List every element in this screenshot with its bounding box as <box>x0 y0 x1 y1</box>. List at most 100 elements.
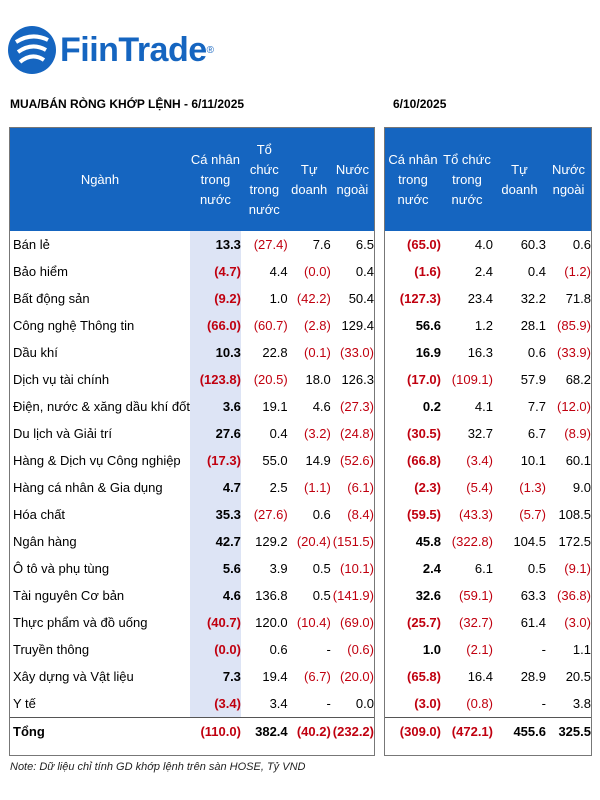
institution-cell: 3.4 <box>269 696 288 711</box>
table-panel-previous: Cá nhân trong nước Tổ chức trong nước Tự… <box>384 127 592 756</box>
proprietary-cell: - <box>541 696 546 711</box>
foreign-cell: (9.1) <box>564 561 591 576</box>
institution-cell: 1.2 <box>474 318 493 333</box>
individual-cell: (1.6) <box>414 264 441 279</box>
header-row: Cá nhân trong nước Tổ chức trong nước Tự… <box>385 128 591 231</box>
institution-cell: (472.1) <box>441 717 493 744</box>
table-row: 16.9 16.3 0.6 (33.9) <box>385 339 591 366</box>
institution-cell: 120.0 <box>255 615 288 630</box>
foreign-cell: 172.5 <box>558 534 591 549</box>
foreign-cell: (20.0) <box>340 669 374 684</box>
individual-cell: (65.8) <box>407 669 441 684</box>
individual-cell: (17.0) <box>407 372 441 387</box>
individual-cell: 32.6 <box>415 588 441 603</box>
institution-cell: (27.6) <box>253 507 288 522</box>
table-row: Du lịch và Giải trí 27.6 0.4 (3.2) (24.8) <box>10 420 374 447</box>
proprietary-cell: 28.9 <box>520 669 546 684</box>
sector-name: Tổng <box>10 717 190 744</box>
header-individual: Cá nhân trong nước <box>385 128 441 231</box>
institution-cell: 4.0 <box>474 237 493 252</box>
individual-cell: (25.7) <box>407 615 441 630</box>
institution-cell: 129.2 <box>255 534 288 549</box>
individual-cell: 16.9 <box>415 345 441 360</box>
proprietary-cell: 0.5 <box>527 561 546 576</box>
proprietary-cell: 10.1 <box>520 453 546 468</box>
individual-cell: (9.2) <box>189 285 241 312</box>
individual-cell: 45.8 <box>415 534 441 549</box>
logo-globe-icon <box>8 26 56 74</box>
foreign-cell: 0.6 <box>572 237 591 252</box>
individual-cell: (127.3) <box>399 291 441 306</box>
proprietary-cell: 28.1 <box>520 318 546 333</box>
header-sector: Ngành <box>10 128 190 231</box>
sector-name: Hàng cá nhân & Gia dụng <box>13 480 163 495</box>
sector-name: Ô tô và phụ tùng <box>13 561 110 576</box>
sector-name: Công nghệ Thông tin <box>13 318 135 333</box>
table-row: Hàng cá nhân & Gia dụng 4.7 2.5 (1.1) (6.1) <box>10 474 374 501</box>
table-row: (65.8) 16.4 28.9 20.5 <box>385 663 591 690</box>
institution-cell: (2.1) <box>466 642 493 657</box>
proprietary-cell: (6.7) <box>304 669 331 684</box>
table-row: (1.6) 2.4 0.4 (1.2) <box>385 258 591 285</box>
institution-cell: 0.6 <box>269 642 288 657</box>
institution-cell: (0.8) <box>466 696 493 711</box>
proprietary-cell: (42.2) <box>296 291 331 306</box>
foreign-cell: 20.5 <box>565 669 591 684</box>
institution-cell: 136.8 <box>255 588 288 603</box>
sector-name: Tài nguyên Cơ bản <box>13 588 125 603</box>
table-row: Công nghệ Thông tin (66.0) (60.7) (2.8) 129.… <box>10 312 374 339</box>
proprietary-cell: (40.2) <box>287 717 331 744</box>
individual-cell: (65.0) <box>407 237 441 252</box>
sector-name: Ngân hàng <box>13 534 77 549</box>
proprietary-cell: (1.1) <box>304 480 331 495</box>
foreign-cell: (33.0) <box>340 345 374 360</box>
individual-cell: 2.4 <box>422 561 441 576</box>
foreign-cell: (6.1) <box>347 480 374 495</box>
sector-name: Thực phẩm và đồ uống <box>13 615 148 630</box>
proprietary-cell: (2.8) <box>304 318 331 333</box>
table-row: (25.7) (32.7) 61.4 (3.0) <box>385 609 591 636</box>
table-row: (3.0) (0.8) - 3.8 <box>385 690 591 718</box>
individual-cell: 5.6 <box>189 555 241 582</box>
header-individual: Cá nhân trong nước <box>189 128 241 231</box>
proprietary-cell: (5.7) <box>519 507 546 522</box>
total-row: Tổng (110.0) 382.4 (40.2) (232.2) <box>10 717 374 744</box>
foreign-cell: (36.8) <box>557 588 591 603</box>
institution-cell: (59.1) <box>459 588 493 603</box>
proprietary-cell: 61.4 <box>520 615 546 630</box>
sector-name: Dầu khí <box>13 345 58 360</box>
foreign-cell: 68.2 <box>565 372 591 387</box>
table-row: Bất động sản (9.2) 1.0 (42.2) 50.4 <box>10 285 374 312</box>
proprietary-cell: 0.6 <box>527 345 546 360</box>
foreign-cell: 0.4 <box>355 264 374 279</box>
sector-name: Hóa chất <box>13 507 66 522</box>
header-foreign: Nước ngoài <box>330 128 374 231</box>
foreign-cell: 71.8 <box>565 291 591 306</box>
individual-cell: (17.3) <box>189 447 241 474</box>
foreign-cell: (0.6) <box>347 642 374 657</box>
table-row: Ngân hàng 42.7 129.2 (20.4) (151.5) <box>10 528 374 555</box>
proprietary-cell: 18.0 <box>305 372 331 387</box>
table-row: 32.6 (59.1) 63.3 (36.8) <box>385 582 591 609</box>
institution-cell: 23.4 <box>467 291 493 306</box>
foreign-cell: (24.8) <box>340 426 374 441</box>
table-row: (17.0) (109.1) 57.9 68.2 <box>385 366 591 393</box>
individual-cell: 13.3 <box>189 231 241 258</box>
individual-cell: 56.6 <box>415 318 441 333</box>
individual-cell: (110.0) <box>189 717 241 744</box>
proprietary-cell: 104.5 <box>513 534 546 549</box>
sector-name: Hàng & Dịch vụ Công nghiệp <box>13 453 181 468</box>
institution-cell: 3.9 <box>269 561 288 576</box>
table-row: Ô tô và phụ tùng 5.6 3.9 0.5 (10.1) <box>10 555 374 582</box>
institution-cell: (32.7) <box>459 615 493 630</box>
proprietary-cell: 455.6 <box>493 717 546 744</box>
footnote: Note: Dữ liệu chỉ tính GD khớp lệnh trên… <box>10 761 306 773</box>
proprietary-cell: (0.1) <box>304 345 331 360</box>
proprietary-cell: 0.6 <box>312 507 331 522</box>
header-foreign: Nước ngoài <box>546 128 591 231</box>
header-proprietary: Tự doanh <box>287 128 331 231</box>
foreign-cell: 0.0 <box>355 696 374 711</box>
institution-cell: (3.4) <box>466 453 493 468</box>
page-title-right: 6/10/2025 <box>393 97 447 111</box>
institution-cell: 1.0 <box>269 291 288 306</box>
